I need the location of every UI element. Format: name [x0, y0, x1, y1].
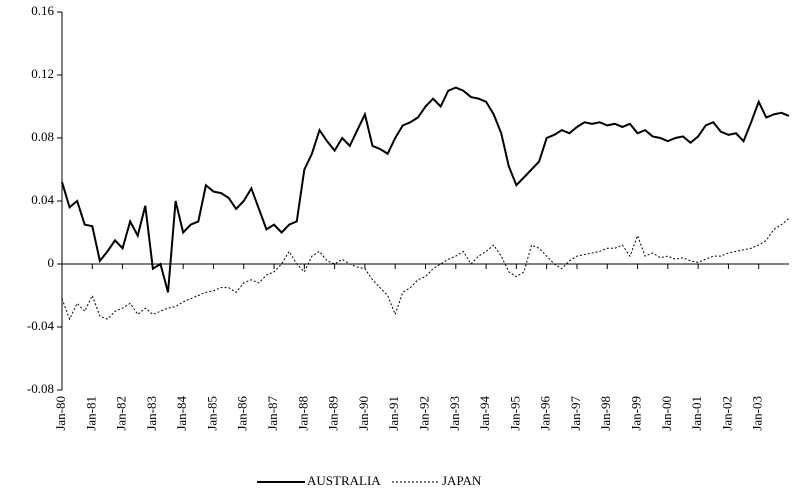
y-tick-label: 0 — [48, 255, 55, 270]
x-tick-label: Jan-90 — [356, 396, 371, 431]
y-tick-label: 0.04 — [31, 192, 54, 207]
x-tick-label: Jan-03 — [750, 396, 765, 431]
x-tick-label: Jan-80 — [53, 396, 68, 431]
y-tick-label: 0.16 — [31, 3, 54, 18]
x-tick-label: Jan-01 — [689, 396, 704, 431]
y-tick-label: -0.04 — [27, 318, 55, 333]
x-tick-label: Jan-99 — [629, 396, 644, 431]
x-tick-label: Jan-95 — [507, 396, 522, 431]
x-tick-label: Jan-00 — [659, 396, 674, 431]
x-tick-label: Jan-86 — [235, 396, 250, 431]
x-tick-label: Jan-02 — [719, 396, 734, 431]
legend: AUSTRALIA JAPAN — [257, 473, 482, 488]
x-tick-label: Jan-92 — [416, 396, 431, 431]
y-tick-label: -0.08 — [27, 381, 54, 396]
legend-label: JAPAN — [442, 473, 482, 488]
x-tick-label: Jan-87 — [265, 396, 280, 431]
x-tick-label: Jan-96 — [538, 396, 553, 431]
y-tick-label: 0.08 — [31, 129, 54, 144]
legend-label: AUSTRALIA — [307, 473, 381, 488]
x-tick-label: Jan-82 — [114, 396, 129, 431]
x-tick-label: Jan-98 — [598, 396, 613, 431]
x-tick-label: Jan-88 — [295, 396, 310, 431]
y-tick-label: 0.12 — [31, 66, 54, 81]
x-tick-label: Jan-91 — [386, 396, 401, 431]
x-tick-label: Jan-94 — [477, 396, 492, 431]
x-tick-label: Jan-89 — [326, 396, 341, 431]
x-tick-label: Jan-84 — [174, 396, 189, 431]
x-tick-label: Jan-81 — [83, 396, 98, 431]
x-tick-label: Jan-97 — [568, 396, 583, 431]
x-tick-label: Jan-93 — [447, 396, 462, 431]
series-line — [61, 86, 790, 293]
x-tick-label: Jan-85 — [204, 396, 219, 431]
x-tick-label: Jan-83 — [144, 396, 159, 431]
